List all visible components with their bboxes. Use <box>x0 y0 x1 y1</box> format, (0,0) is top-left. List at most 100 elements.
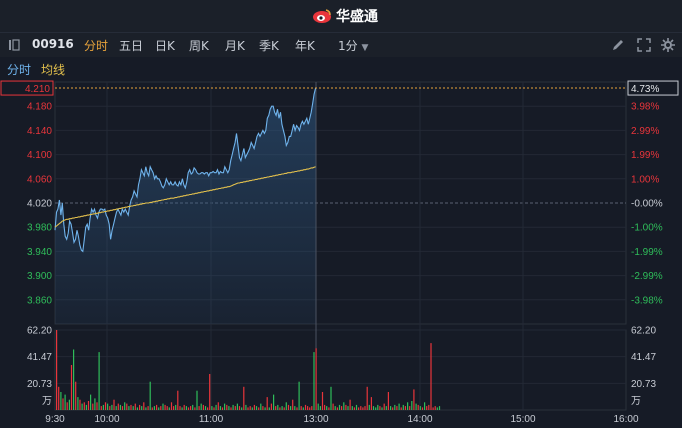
volume-bar <box>315 348 317 410</box>
tab-day-k[interactable]: 日K <box>155 39 175 53</box>
volume-bar <box>66 402 68 410</box>
volume-bar <box>304 404 307 410</box>
interval-label: 1分 <box>338 39 358 53</box>
volume-bar <box>196 390 198 410</box>
volume-bar <box>238 406 241 410</box>
volume-bar <box>362 407 364 410</box>
percent-axis-label: -2.99% <box>631 271 663 282</box>
time-axis-label: 16:00 <box>613 414 638 425</box>
volume-unit-right: 万 <box>631 396 641 407</box>
volume-bar <box>255 406 258 410</box>
volume-axis-label-left: 62.20 <box>27 326 52 337</box>
volume-bar <box>230 407 232 410</box>
panel-toggle-icon[interactable] <box>6 37 22 53</box>
volume-bar <box>281 406 283 410</box>
price-axis-label: 4.020 <box>27 199 52 210</box>
volume-bar <box>266 397 268 410</box>
volume-bar <box>121 406 124 410</box>
volume-bar <box>355 404 358 410</box>
tab-five-day[interactable]: 五日 <box>119 39 144 53</box>
fullscreen-icon[interactable] <box>636 37 652 53</box>
volume-bar <box>338 404 341 410</box>
volume-bar <box>211 406 213 410</box>
volume-bar <box>317 403 319 410</box>
volume-bar <box>313 352 315 410</box>
volume-bar <box>275 406 277 410</box>
volume-bar <box>404 406 406 410</box>
tab-year-k[interactable]: 年K <box>295 39 315 53</box>
volume-bar <box>426 406 428 410</box>
interval-select[interactable]: 1分 ▼ <box>338 37 368 54</box>
volume-bar <box>132 406 134 410</box>
volume-bar <box>98 352 100 410</box>
percent-axis-label: -1.00% <box>631 223 663 234</box>
volume-bar <box>247 407 249 410</box>
volume-bar <box>287 404 290 410</box>
volume-bar <box>224 403 226 410</box>
volume-bar <box>241 407 243 410</box>
price-area-fill <box>55 88 316 324</box>
volume-bar <box>417 404 419 410</box>
volume-bar <box>151 407 153 410</box>
tab-season-k[interactable]: 季K <box>259 39 279 53</box>
volume-bar <box>124 402 126 410</box>
volume-bar <box>198 406 200 410</box>
volume-bar <box>228 406 230 410</box>
volume-bar <box>115 406 117 410</box>
volume-bar <box>153 406 155 410</box>
tab-minute[interactable]: 分时 <box>84 39 109 53</box>
pencil-icon[interactable] <box>610 37 626 53</box>
volume-bar <box>298 381 300 410</box>
time-axis-label: 10:00 <box>94 414 119 425</box>
volume-bar <box>296 407 298 410</box>
average-line <box>54 166 316 228</box>
volume-bar <box>411 401 413 410</box>
volume-bar <box>190 406 192 410</box>
volume-bar <box>234 406 236 410</box>
volume-bar <box>430 343 432 410</box>
volume-bar <box>219 406 221 410</box>
volume-bars <box>56 330 441 410</box>
volume-axis-label-left: 41.47 <box>27 352 52 363</box>
volume-bar <box>379 406 381 410</box>
tab-month-k[interactable]: 月K <box>225 39 245 53</box>
volume-bar <box>375 407 377 410</box>
volume-axis-label-right: 41.47 <box>631 352 656 363</box>
volume-bar <box>194 407 196 410</box>
time-axis-label: 13:00 <box>303 414 328 425</box>
volume-bar <box>400 407 402 410</box>
volume-bar <box>253 404 255 410</box>
volume-bar <box>117 403 119 410</box>
volume-bar <box>87 401 90 410</box>
toolbar: 00916 分时 五日 日K 周K 月K 季K 年K 1分 ▼ <box>0 33 682 57</box>
volume-bar <box>311 406 313 410</box>
tab-week-k[interactable]: 周K <box>189 39 209 53</box>
volume-bar <box>283 407 285 410</box>
volume-bar <box>204 406 207 410</box>
volume-bar <box>179 406 181 410</box>
price-axis-label: 3.940 <box>27 247 52 258</box>
volume-bar <box>175 404 177 410</box>
volume-bar <box>168 407 170 410</box>
volume-bar <box>192 404 194 410</box>
volume-bar <box>364 406 366 410</box>
volume-bar <box>243 386 245 410</box>
volume-bar <box>156 404 158 410</box>
volume-bar <box>183 404 185 410</box>
volume-bar <box>217 402 219 410</box>
volume-bar <box>158 407 160 410</box>
price-line <box>54 87 317 253</box>
volume-bar <box>402 404 404 410</box>
volume-bar <box>134 403 136 410</box>
volume-bar <box>413 389 415 410</box>
volume-bar <box>136 407 138 410</box>
volume-bar <box>126 403 128 410</box>
volume-bar <box>268 407 270 410</box>
volume-bar <box>83 402 85 410</box>
current-price-label: 4.210 <box>25 84 50 95</box>
volume-bar <box>260 403 262 410</box>
intraday-chart[interactable]: 4.180 4.140 4.100 4.060 4.020 3.980 3.940 3.900… <box>0 78 682 428</box>
volume-bar <box>270 403 272 410</box>
settings-icon[interactable] <box>660 37 676 53</box>
volume-bar <box>302 407 304 410</box>
